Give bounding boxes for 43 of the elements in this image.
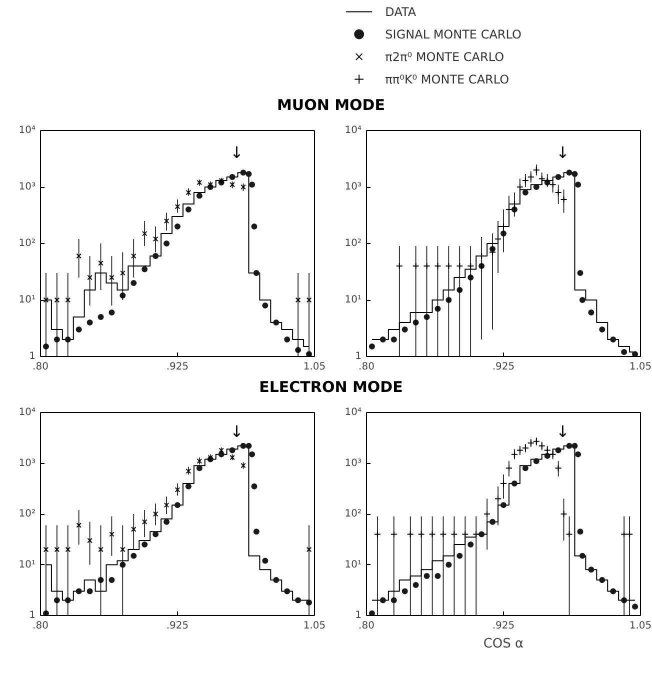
annotation: ↓ [556,422,570,441]
annotation: ↓ [230,143,244,162]
y-tick-label: 10¹ [18,559,36,570]
x-tick-label: .925 [492,620,515,632]
legend-label: π2π⁰ MONTE CARLO [385,50,504,64]
x-tick-label: .80 [32,620,48,632]
legend-label: DATA [385,4,417,19]
x-tick-label: 1.05 [303,362,326,372]
legend-label: SIGNAL MONTE CARLO [385,27,522,42]
y-tick-label: 10² [344,238,362,249]
y-tick-label: 1 [355,351,362,362]
y-tick-label: 10³ [344,458,362,469]
y-tick-label: 1 [355,610,362,621]
y-tick-label: 1 [29,610,36,621]
y-tick-label: 10² [18,508,36,520]
y-tick-label: 10¹ [344,294,362,306]
annotation: ↓ [556,143,570,162]
x-tick-label: .80 [358,362,374,372]
x-tick-label: .925 [166,362,189,372]
y-tick-label: 10⁴ [18,407,36,418]
y-tick-label: 10¹ [344,559,362,570]
y-tick-label: 10¹ [18,294,36,306]
x-tick-label: .80 [32,362,48,372]
x-tick-label: 1.05 [629,362,652,372]
y-tick-label: 10³ [18,182,36,192]
y-tick-label: 10² [18,238,36,249]
y-tick-label: 10³ [18,458,36,469]
y-tick-label: 10³ [344,182,362,192]
y-tick-label: 10⁴ [18,125,36,136]
y-tick-label: 10² [344,508,362,520]
x-tick-label: .925 [166,620,189,632]
text: ππ⁰K⁰ MONTE CARLO [385,72,510,86]
x-tick-label: .80 [358,620,374,632]
chart-title: ELECTRON MODE [258,377,404,398]
y-tick-label: 10⁴ [344,407,362,418]
annotation: ↓ [230,422,244,441]
x-tick-label: .925 [492,362,515,372]
y-tick-label: 10⁴ [344,125,362,136]
x-axis-title: COS α [483,636,524,652]
chart-title: MUON MODE [276,95,386,116]
x-tick-label: 1.05 [303,620,326,632]
y-tick-label: 1 [29,351,36,362]
x-tick-label: 1.05 [629,620,652,632]
